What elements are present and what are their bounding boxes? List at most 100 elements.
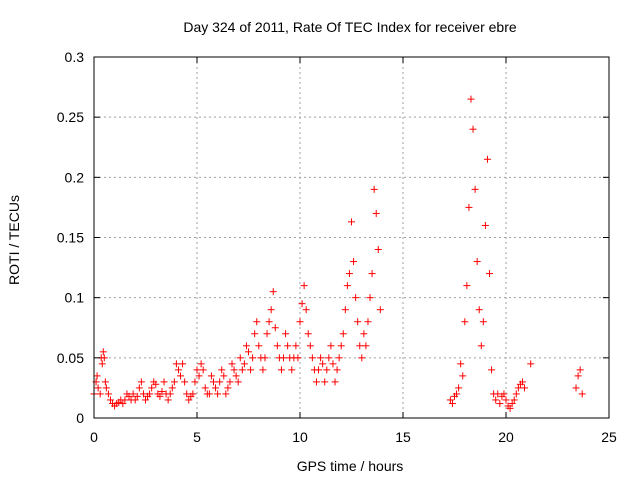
data-point (100, 354, 108, 362)
data-point (306, 342, 314, 350)
data-point (205, 390, 213, 398)
data-point (197, 360, 205, 368)
data-point (185, 396, 193, 404)
data-point (168, 384, 176, 392)
data-point (374, 246, 382, 254)
data-point (461, 318, 469, 326)
data-point (335, 354, 343, 362)
data-point (158, 388, 166, 396)
data-point (356, 342, 364, 350)
data-point (195, 372, 203, 380)
data-point (288, 366, 296, 374)
data-point (345, 270, 353, 278)
data-point (242, 342, 250, 350)
data-point (469, 125, 477, 133)
y-tick-label: 0.25 (57, 109, 84, 125)
data-point (294, 354, 302, 362)
data-point (282, 330, 290, 338)
y-tick-label: 0.2 (65, 169, 85, 185)
data-point (467, 95, 475, 103)
data-point (362, 342, 370, 350)
data-point (312, 378, 320, 386)
data-point (496, 400, 504, 408)
data-point (129, 390, 137, 398)
data-point (146, 390, 154, 398)
data-point (479, 318, 487, 326)
data-point (261, 354, 269, 362)
data-point (339, 330, 347, 338)
data-point (574, 372, 582, 380)
data-point (518, 378, 526, 386)
data-point (94, 384, 102, 392)
data-point (142, 396, 149, 404)
data-point (199, 366, 207, 374)
data-point (179, 360, 187, 368)
data-point (236, 354, 244, 362)
data-point (181, 378, 189, 386)
data-point (321, 378, 329, 386)
data-point (508, 400, 516, 408)
data-point (135, 384, 143, 392)
data-point (251, 330, 259, 338)
data-point (343, 282, 351, 290)
data-point (366, 294, 374, 302)
data-point (453, 390, 461, 398)
x-tick-labels: 0 5 10 15 20 25 (90, 429, 617, 445)
data-point (576, 366, 584, 374)
data-point (271, 324, 279, 332)
data-point (298, 300, 306, 308)
data-point (277, 366, 285, 374)
data-point (189, 390, 197, 398)
data-point (457, 360, 465, 368)
data-point (354, 318, 362, 326)
data-point (483, 155, 491, 163)
data-point (448, 400, 456, 408)
data-point (319, 360, 327, 368)
data-point (139, 390, 147, 398)
data-point (370, 185, 378, 193)
data-point (578, 390, 586, 398)
data-point (269, 288, 277, 296)
data-point (104, 390, 112, 398)
data-point (331, 378, 339, 386)
x-tick-label: 10 (292, 429, 308, 445)
x-tick-label: 0 (90, 429, 98, 445)
data-point (300, 282, 308, 290)
x-tick-label: 25 (601, 429, 617, 445)
data-point (492, 396, 500, 404)
data-point (214, 390, 222, 398)
y-tick-labels: 0 0.05 0.1 0.15 0.2 0.25 0.3 (57, 49, 84, 426)
data-point (350, 258, 358, 266)
data-point (207, 372, 215, 380)
data-point (193, 366, 201, 374)
grid-lines (94, 57, 609, 418)
data-point (280, 354, 288, 362)
y-tick-label: 0.05 (57, 350, 84, 366)
data-point (170, 378, 178, 386)
y-tick-label: 0.3 (65, 49, 85, 65)
data-point (348, 218, 355, 226)
data-point (315, 366, 323, 374)
data-point (212, 384, 220, 392)
data-point (481, 221, 489, 229)
data-point (234, 378, 242, 386)
data-point (174, 366, 182, 374)
data-point (245, 348, 252, 356)
data-point (99, 348, 107, 356)
data-point (131, 396, 139, 404)
data-point (512, 390, 520, 398)
data-point (224, 384, 232, 392)
data-point (191, 378, 199, 386)
data-point (527, 360, 535, 368)
data-point (465, 203, 473, 211)
data-point (304, 330, 312, 338)
data-point (209, 378, 217, 386)
data-point (372, 209, 380, 217)
data-point (137, 378, 145, 386)
data-point (102, 384, 110, 392)
data-point (488, 366, 496, 374)
data-point (121, 396, 129, 404)
data-point (222, 390, 230, 398)
data-point (333, 366, 341, 374)
